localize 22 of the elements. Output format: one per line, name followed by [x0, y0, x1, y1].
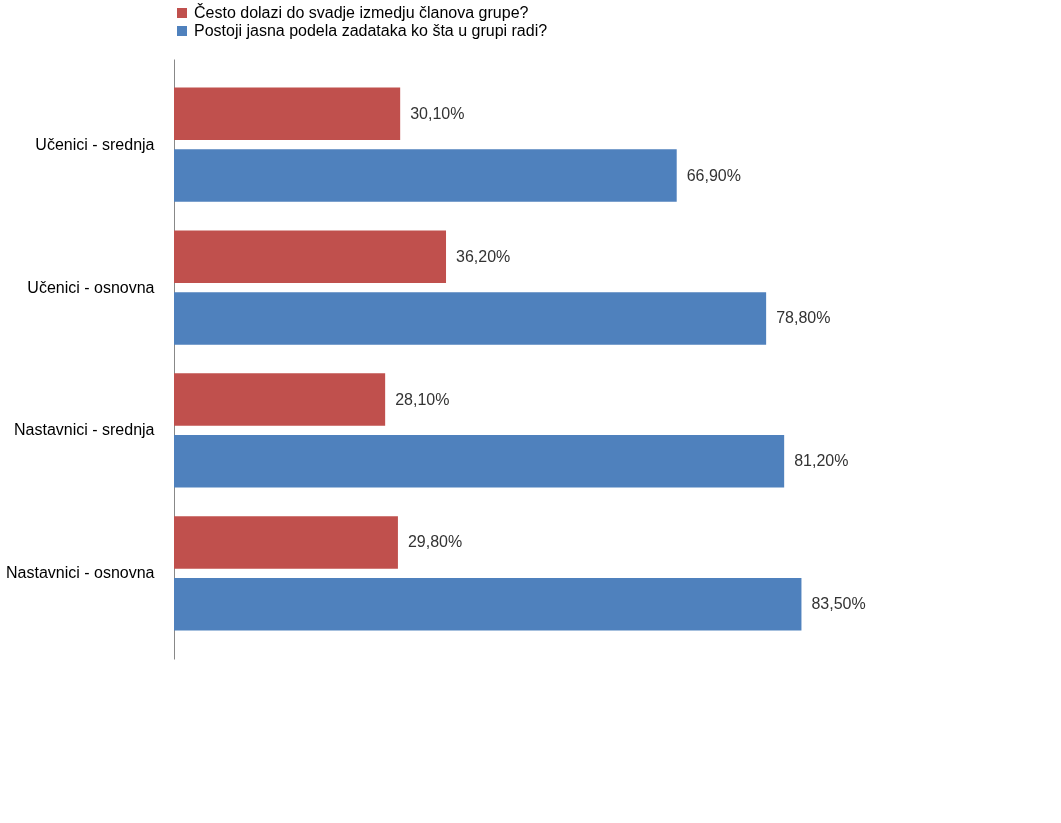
data-label: 30,10% [410, 104, 465, 122]
bar [174, 149, 677, 202]
data-label: 29,80% [407, 533, 463, 551]
y-tick-label: Učenici - osnovna [27, 278, 155, 296]
data-label: 28,10% [395, 390, 450, 408]
bar [174, 230, 447, 283]
bar [174, 577, 802, 631]
bar [174, 373, 386, 426]
bar [174, 516, 398, 569]
bar [174, 435, 785, 488]
bar [174, 292, 767, 345]
y-tick-label: Nastavnici - srednja [14, 421, 155, 439]
data-label: 81,20% [794, 452, 849, 470]
data-label: 78,80% [776, 309, 831, 327]
data-label: 66,90% [686, 166, 741, 184]
y-tick-label: Učenici - srednja [35, 135, 155, 153]
y-tick-label: Nastavnici - osnovna [5, 564, 155, 582]
bar [174, 87, 401, 141]
data-label: 83,50% [811, 595, 866, 613]
legend-label: Često dolazi do svadje izmedju članova grupe? [194, 3, 529, 21]
data-label: 36,20% [456, 247, 511, 265]
legend-label: Postoji jasna podela zadataka ko šta u grupi radi? [194, 22, 548, 39]
